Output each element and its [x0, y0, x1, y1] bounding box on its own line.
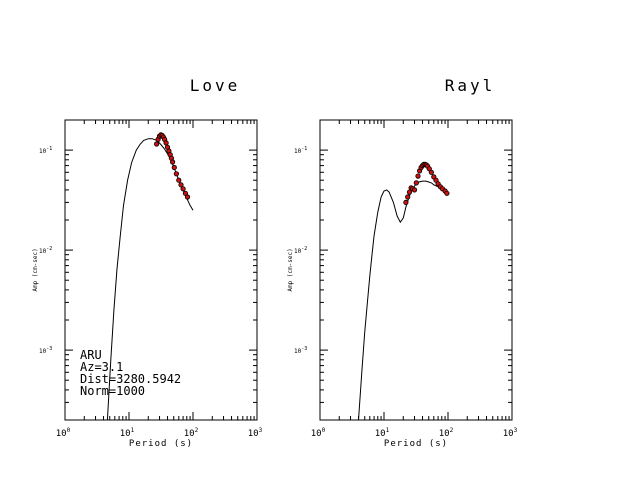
observed-point — [415, 173, 421, 179]
rayleigh-wave-panel: Rayl 100 101 102 103 10-1 10-2 10-3 Period (s) Am… — [287, 76, 518, 449]
observed-point — [171, 164, 177, 171]
observed-point — [154, 141, 160, 147]
observed-point — [173, 171, 179, 177]
x-tick-label: 103 — [503, 427, 518, 439]
observed-point — [184, 194, 191, 200]
y-tick-label: 10-2 — [39, 246, 52, 255]
observed-amplitude-points — [403, 161, 450, 205]
x-tick-label: 101 — [375, 427, 390, 439]
model-amplitude-curve — [358, 180, 449, 421]
x-axis-label: Period (s) — [129, 439, 193, 449]
axis-ticks — [64, 119, 258, 421]
y-tick-label: 10-3 — [294, 346, 307, 355]
x-tick-label: 103 — [248, 427, 263, 439]
observed-point — [411, 187, 418, 193]
axis-ticks — [319, 119, 513, 421]
observed-point — [170, 159, 176, 165]
observed-point — [403, 199, 409, 205]
y-axis-label: Amp (cm-sec) — [287, 248, 294, 291]
panel-title: Love — [190, 76, 241, 95]
x-axis-label: Period (s) — [384, 439, 448, 449]
y-tick-label: 10-1 — [294, 146, 307, 155]
observed-point — [406, 189, 413, 195]
observed-point — [444, 190, 450, 196]
plot-frame — [64, 119, 258, 421]
y-tick-label: 10-1 — [39, 146, 52, 155]
x-tick-label: 101 — [120, 427, 135, 439]
x-tick-label: 102 — [184, 427, 199, 439]
observed-point — [428, 169, 434, 175]
station-info-line: ARU — [80, 348, 102, 362]
observed-amplitude-points — [154, 132, 191, 200]
observed-point — [163, 140, 169, 146]
station-info-line: Az=3.1 — [80, 360, 123, 374]
y-tick-label: 10-2 — [294, 246, 307, 255]
observed-point — [178, 182, 184, 188]
y-axis-label: Amp (cm-sec) — [32, 248, 39, 291]
love-wave-panel: Love 100 101 102 103 10-1 10-2 10-3 Period (s) Am… — [32, 76, 263, 449]
observed-point — [180, 186, 186, 192]
x-tick-label: 102 — [439, 427, 454, 439]
x-tick-label: 100 — [56, 427, 71, 439]
plot-frame — [319, 119, 513, 421]
observed-point — [413, 180, 419, 186]
x-tick-label: 100 — [311, 427, 326, 439]
observed-point — [405, 194, 411, 200]
y-tick-label: 10-3 — [39, 346, 52, 355]
station-info-line: Dist=3280.5942 — [80, 372, 181, 386]
station-info-line: Norm=1000 — [80, 384, 145, 398]
panel-title: Rayl — [445, 76, 496, 95]
observed-point — [176, 177, 182, 183]
